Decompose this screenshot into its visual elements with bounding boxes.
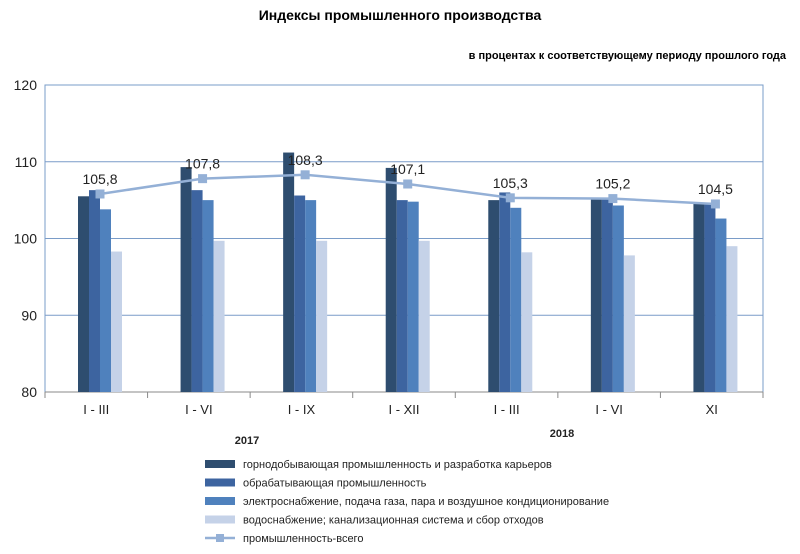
bar xyxy=(283,152,295,392)
legend-marker xyxy=(216,534,224,542)
bar xyxy=(396,200,408,392)
data-label: 107,8 xyxy=(185,156,220,172)
x-tick-label: XI xyxy=(706,402,718,417)
data-label: 107,1 xyxy=(390,161,425,177)
bar xyxy=(202,200,214,392)
line-marker xyxy=(505,193,515,203)
chart-title: Индексы промышленного производства xyxy=(258,7,542,23)
bar xyxy=(510,207,522,392)
y-tick-label: 90 xyxy=(21,307,37,323)
bar xyxy=(78,196,89,392)
bar xyxy=(715,218,727,392)
legend-label: электроснабжение, подача газа, пара и во… xyxy=(243,496,609,508)
bar xyxy=(213,240,225,392)
bar xyxy=(89,190,100,392)
legend-label: горнодобывающая промышленность и разрабо… xyxy=(243,459,552,471)
y-tick-label: 110 xyxy=(15,154,38,170)
x-tick-label: I - VI xyxy=(185,402,212,417)
bar xyxy=(623,255,635,392)
bar xyxy=(294,195,306,392)
bar xyxy=(726,246,738,392)
legend-swatch xyxy=(205,497,235,505)
data-label: 105,8 xyxy=(82,171,117,187)
bar xyxy=(521,252,533,392)
bar xyxy=(100,209,111,392)
bar xyxy=(499,192,511,392)
legend-label: промышленность-всего xyxy=(243,533,363,545)
bar xyxy=(191,190,203,392)
legend-label: водоснабжение; канализационная система и… xyxy=(243,515,544,527)
legend-swatch xyxy=(205,478,235,487)
legend-label: обрабатывающая промышленность xyxy=(243,478,427,490)
bar xyxy=(601,198,613,392)
data-label: 105,2 xyxy=(595,176,630,192)
x-tick-label: I - III xyxy=(83,402,109,417)
bar xyxy=(590,197,602,392)
data-label: 104,5 xyxy=(698,181,733,197)
bar xyxy=(418,240,430,392)
y-tick-label: 100 xyxy=(14,231,38,247)
legend-swatch xyxy=(205,460,235,468)
bar xyxy=(305,200,317,392)
bar xyxy=(693,203,705,392)
x-tick-label: I - XII xyxy=(388,402,419,417)
line-marker xyxy=(300,170,310,180)
x-tick-label: I - IX xyxy=(288,402,316,417)
y-tick-label: 120 xyxy=(14,77,38,93)
data-label: 105,3 xyxy=(493,175,528,191)
line-marker xyxy=(608,194,618,204)
line-marker xyxy=(95,189,105,199)
line-marker xyxy=(198,174,208,184)
bar xyxy=(488,200,500,392)
x-tick-label: I - VI xyxy=(595,402,622,417)
x-tick-label: I - III xyxy=(494,402,520,417)
line-marker xyxy=(403,179,413,189)
bar xyxy=(704,203,716,392)
bar xyxy=(111,251,122,392)
y-tick-label: 80 xyxy=(21,384,37,400)
year-label: 2018 xyxy=(550,428,574,440)
bar xyxy=(316,240,328,392)
bar xyxy=(385,167,397,392)
bar xyxy=(612,205,624,392)
year-label: 2017 xyxy=(235,435,259,447)
line-marker xyxy=(710,199,720,209)
chart-subtitle: в процентах к соответствующему периоду п… xyxy=(468,50,786,62)
legend-swatch xyxy=(205,515,235,524)
bar xyxy=(407,201,419,392)
bar xyxy=(180,167,192,392)
data-label: 108,3 xyxy=(288,152,323,168)
